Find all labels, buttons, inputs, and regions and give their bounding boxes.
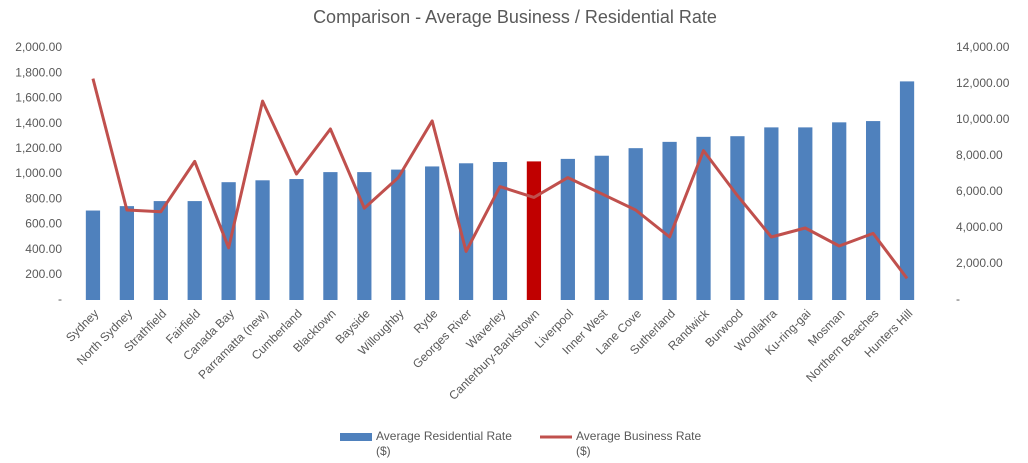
y-tick-label: 400.00: [25, 242, 62, 256]
bar: [492, 162, 508, 300]
x-tick-label: Georges River: [410, 306, 475, 371]
bar: [391, 169, 406, 300]
y-tick-label: 200.00: [25, 267, 62, 281]
y2-tick-label: 14,000.00: [956, 40, 1010, 54]
y2-tick-label: 4,000.00: [956, 220, 1003, 234]
y-tick-label: 800.00: [25, 191, 62, 205]
bar: [187, 201, 202, 300]
y2-tick-label: 8,000.00: [956, 148, 1003, 162]
x-tick-label: Ryde: [411, 306, 441, 336]
legend-swatch: [340, 433, 372, 441]
bar: [628, 148, 643, 300]
legend-label: Average Business Rate ($): [576, 429, 702, 458]
bar: [85, 210, 101, 300]
y-tick-label: 1,200.00: [15, 141, 62, 155]
y2-tick-label: -: [956, 292, 960, 306]
bar: [560, 158, 575, 300]
bar: [764, 127, 779, 300]
y2-tick-label: 10,000.00: [956, 112, 1010, 126]
legend-label: Average Residential Rate ($): [376, 429, 512, 458]
bar: [594, 155, 609, 300]
bar: [221, 182, 236, 300]
line: [91, 78, 909, 280]
y2-tick-label: 12,000.00: [956, 76, 1010, 90]
y-tick-label: -: [58, 292, 62, 306]
bar: [458, 163, 474, 300]
bar: [526, 161, 542, 300]
bar: [696, 136, 711, 300]
y-tick-label: 1,000.00: [15, 166, 62, 180]
y-tick-label: 1,400.00: [15, 116, 62, 130]
y2-tick-label: 2,000.00: [956, 256, 1003, 270]
y-tick-label: 2,000.00: [15, 40, 62, 54]
bar: [255, 180, 270, 300]
bar: [662, 141, 677, 300]
y-tick-label: 600.00: [25, 217, 62, 231]
bar: [119, 206, 135, 300]
bar: [357, 172, 372, 300]
bar: [425, 166, 440, 300]
bar: [730, 136, 745, 300]
bar: [798, 127, 813, 300]
y-tick-label: 1,600.00: [15, 91, 62, 105]
chart-title: Comparison - Average Business / Resident…: [313, 7, 717, 27]
y-tick-label: 1,800.00: [15, 65, 62, 79]
bar: [289, 179, 304, 300]
bar: [153, 201, 168, 300]
bar: [832, 122, 847, 300]
bar: [865, 121, 881, 300]
bar: [323, 172, 338, 300]
y2-tick-label: 6,000.00: [956, 184, 1003, 198]
bar: [899, 81, 915, 300]
